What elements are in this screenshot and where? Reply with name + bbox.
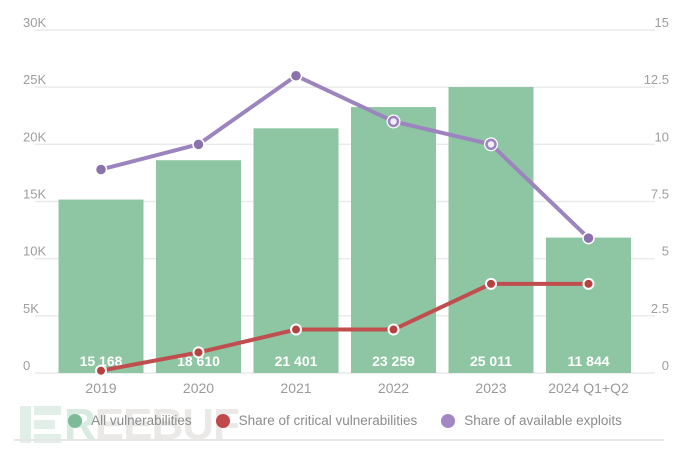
bar-2020 (156, 160, 241, 373)
bar-value-label: 11 844 (567, 353, 609, 369)
bar-2019 (58, 199, 144, 373)
legend-item-all-vulnerabilities: All vulnerabilities (68, 413, 192, 428)
critical-share-line (99, 281, 591, 373)
bar-value-label: 15 168 (80, 353, 123, 369)
exploits-marker (289, 69, 303, 82)
chart-legend: All vulnerabilities Share of critical vu… (0, 413, 690, 428)
right-axis-tick-label: 10 (655, 129, 669, 144)
right-axis-tick-label: 5 (662, 244, 669, 259)
x-axis-label: 2020 (183, 380, 214, 396)
bar-2024 Q1+Q2 (546, 237, 631, 373)
left-axis-tick-label: 10K (23, 244, 46, 259)
right-axis-tick-label: 15 (655, 15, 669, 30)
legend-item-available-exploits: Share of available exploits (441, 413, 622, 428)
x-axis-label: 2022 (378, 380, 409, 396)
exploits-marker (94, 163, 108, 176)
exploits-share-line (99, 73, 591, 241)
right-axis-tick-label: 0 (662, 358, 669, 373)
bar-value-label: 21 401 (275, 353, 318, 369)
legend-label-available-exploits: Share of available exploits (464, 413, 622, 428)
critical-marker (485, 277, 497, 290)
right-axis-tick-label: 2.5 (651, 301, 669, 316)
legend-swatch-critical-vulnerabilities-icon (215, 413, 230, 428)
legend-swatch-all-vulnerabilities-icon (68, 413, 83, 428)
x-axis-label: 2023 (475, 380, 506, 396)
left-axis-tick-label: 30K (23, 15, 46, 30)
x-axis-label: 2021 (280, 380, 311, 396)
right-axis-tick-label: 7.5 (651, 187, 669, 202)
exploits-marker-hollow (387, 115, 400, 128)
left-axis-tick-label: 5K (23, 301, 39, 316)
x-axis-label: 2024 Q1+Q2 (548, 380, 629, 396)
exploits-marker-hollow (485, 138, 497, 151)
exploits-marker (192, 138, 205, 151)
bar-2023 (448, 87, 534, 374)
legend-label-all-vulnerabilities: All vulnerabilities (91, 413, 192, 428)
right-axis-tick-label: 12.5 (644, 72, 669, 87)
left-axis-tick-label: 15K (23, 187, 46, 202)
critical-marker (582, 277, 595, 290)
left-axis-tick-label: 20K (23, 129, 46, 144)
critical-marker (192, 346, 205, 359)
bar-value-label: 25 011 (470, 353, 512, 369)
bar-value-label: 23 259 (372, 353, 415, 369)
critical-marker (387, 323, 400, 336)
legend-label-critical-vulnerabilities: Share of critical vulnerabilities (238, 413, 418, 428)
critical-marker (95, 364, 107, 377)
footer-divider (14, 439, 664, 441)
legend-swatch-available-exploits-icon (441, 413, 456, 428)
critical-marker (290, 323, 302, 336)
left-axis-tick-label: 0 (23, 358, 30, 373)
left-axis-tick-label: 25K (23, 72, 46, 87)
freebuf-logo-icon (20, 406, 61, 443)
legend-item-critical-vulnerabilities: Share of critical vulnerabilities (215, 413, 418, 428)
exploits-marker (582, 231, 595, 245)
bar-value-label: 18 610 (177, 353, 220, 369)
x-axis-label: 2019 (85, 380, 116, 396)
